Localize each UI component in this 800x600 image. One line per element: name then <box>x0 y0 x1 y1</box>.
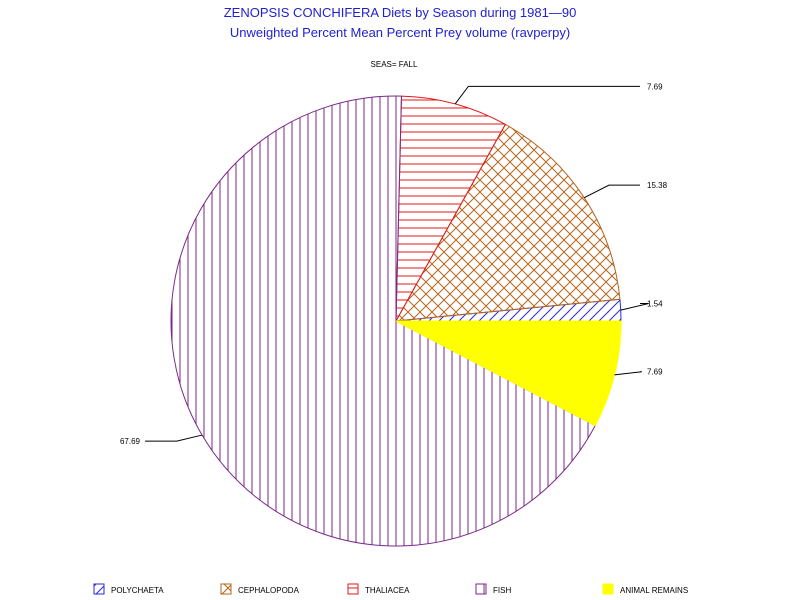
callout-line-cephalopoda <box>583 184 640 199</box>
legend-label-polychaeta: POLYCHAETA <box>111 586 164 595</box>
panel-label: SEAS= FALL <box>371 60 418 69</box>
legend-label-fish: FISH <box>493 586 511 595</box>
legend-swatch-thaliacea <box>347 583 359 595</box>
data-label-thaliacea: 7.69 <box>647 82 663 91</box>
slice-animal-remains <box>395 320 622 427</box>
callout-line-thaliacea <box>454 85 640 105</box>
legend-label-animal-remains: ANIMAL REMAINS <box>620 586 688 595</box>
legend-swatch-fish <box>475 583 487 595</box>
legend-swatch-cephalopoda <box>220 583 232 595</box>
chart-subtitle: Unweighted Percent Mean Percent Prey vol… <box>230 25 570 40</box>
callout-line-animal-remains <box>614 371 642 376</box>
data-label-animal-remains: 7.69 <box>647 368 663 377</box>
legend-label-thaliacea: THALIACEA <box>365 586 410 595</box>
chart-title: ZENOPSIS CONCHIFERA Diets by Season duri… <box>224 5 577 20</box>
slice-cephalopoda <box>395 123 621 322</box>
data-label-cephalopoda: 15.38 <box>647 181 668 190</box>
legend-label-cephalopoda: CEPHALOPODA <box>238 586 300 595</box>
legend-swatch-animal-remains <box>602 583 614 595</box>
slice-thaliacea <box>395 95 507 322</box>
legend: POLYCHAETA CEPHALOPODA THALIACEA FISH ANIMAL… <box>93 583 688 595</box>
slice-fish <box>170 95 596 547</box>
callout-line-fish <box>145 434 203 442</box>
pie-slices <box>170 95 622 547</box>
data-label-polychaeta: 1.54 <box>647 300 663 309</box>
callout-line-polychaeta <box>620 303 649 311</box>
data-label-fish: 67.69 <box>120 437 141 446</box>
slice-callouts: 1.54 15.38 7.69 67.69 7.69 <box>120 82 668 446</box>
legend-swatch-polychaeta <box>93 583 105 595</box>
